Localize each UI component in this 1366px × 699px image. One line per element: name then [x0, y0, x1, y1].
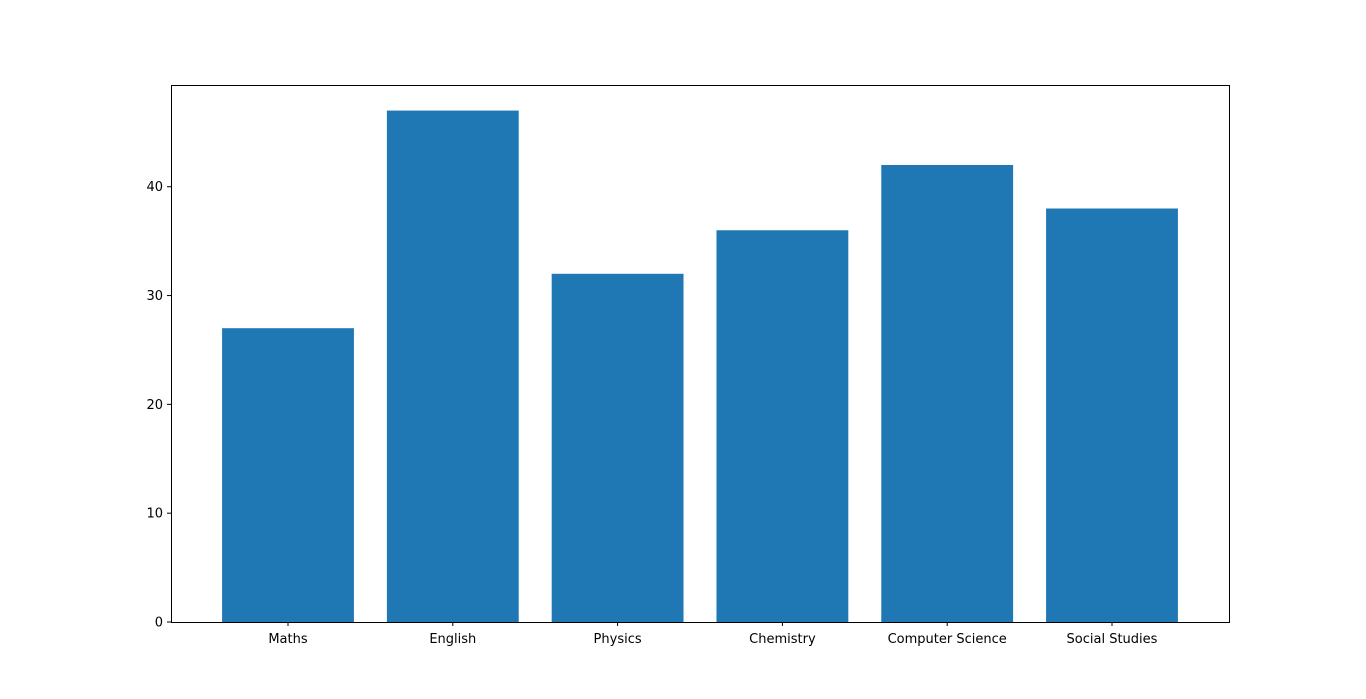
y-tick-label: 20	[146, 398, 163, 413]
y-tick-label: 10	[146, 507, 163, 522]
y-tick-label: 30	[146, 289, 163, 304]
bar-chemistry	[716, 230, 849, 623]
x-tick-label: Chemistry	[749, 632, 816, 647]
x-axis: Maths English Physics Chemistry Computer Sci…	[268, 622, 1158, 647]
bar-social-studies	[1046, 208, 1178, 622]
y-tick-label: 40	[146, 180, 163, 195]
x-tick-label: Computer Science	[888, 632, 1007, 647]
x-tick-label: Physics	[594, 632, 642, 647]
bar-computer-science	[881, 164, 1014, 622]
plot-frame	[171, 85, 1230, 623]
x-tick-label: Social Studies	[1067, 632, 1158, 647]
bar-english	[386, 110, 519, 623]
bar-physics	[551, 273, 684, 622]
bars-group	[222, 110, 1178, 623]
x-tick-label: Maths	[268, 632, 308, 647]
x-tick-label: English	[429, 632, 476, 647]
y-tick-label: 0	[155, 616, 163, 631]
bar-maths	[222, 328, 354, 622]
y-axis: 0 10 20 30 40	[146, 180, 171, 631]
